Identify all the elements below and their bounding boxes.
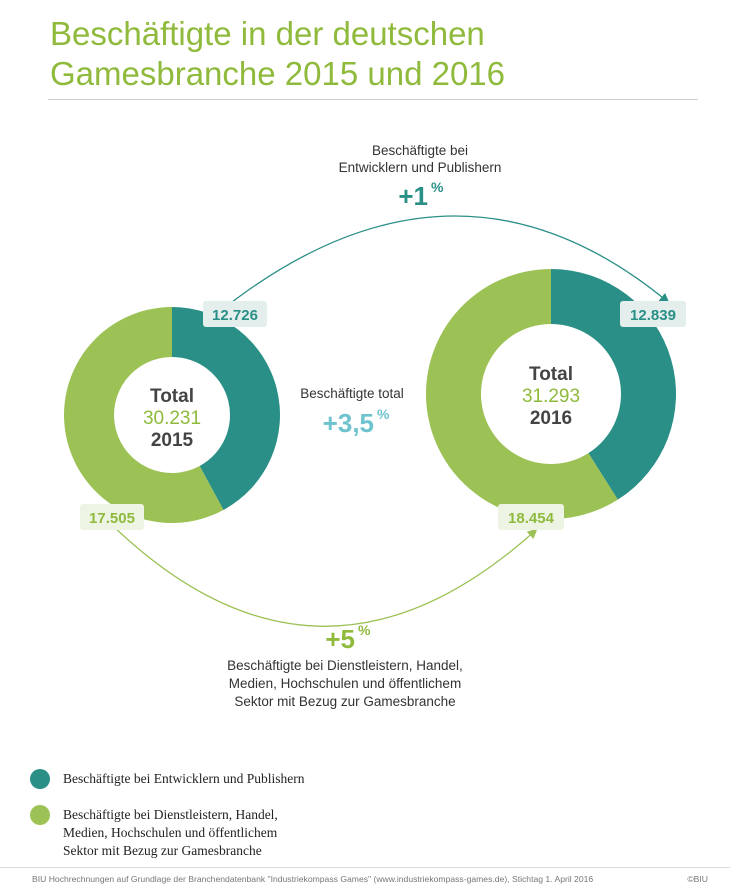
label-box-2016-services (498, 504, 564, 530)
center-total-2015: 30.231 (143, 408, 201, 429)
arrow-services-growth (111, 524, 538, 627)
center-label-2016: Total (529, 364, 573, 385)
change-services: +5 (325, 624, 355, 654)
center-total-2016: 31.293 (522, 386, 580, 407)
legend-label-services-line-3: Sektor mit Bezug zur Gamesbranche (63, 843, 262, 858)
label-box-2015-developers (203, 301, 267, 327)
annotation-middle-line-1: Beschäftigte total (300, 386, 404, 401)
annotation-top-line-1: Beschäftigte bei (372, 143, 468, 158)
change-developers-unit: % (431, 179, 444, 195)
chart-title-line-2: Gamesbranche 2015 und 2016 (50, 55, 506, 92)
center-year-2015: 2015 (151, 430, 194, 451)
annotation-top-line-2: Entwicklern und Publishern (339, 160, 502, 175)
slice-label-2016-developers: 12.839 (630, 307, 676, 324)
donut-slice-2015-services (63, 307, 224, 523)
label-box-2016-developers (620, 301, 686, 327)
center-year-2016: 2016 (530, 408, 572, 429)
legend-item-developers: Beschäftigte bei Entwicklern und Publish… (30, 769, 690, 789)
legend-label-services-line-2: Medien, Hochschulen und öffentlichem (63, 825, 278, 840)
footer-copyright: ©BIU (687, 874, 708, 884)
footer-divider (0, 867, 730, 868)
arrow-developers-growth (231, 215, 670, 304)
legend-swatch-developers (30, 769, 50, 789)
donut-slice-2015-developers (172, 307, 280, 510)
donut-2015 (63, 307, 280, 523)
change-services-unit: % (358, 622, 371, 638)
label-box-2015-services (80, 504, 144, 530)
center-label-2015: Total (150, 386, 194, 407)
top-divider (48, 99, 698, 100)
legend-swatch-services (30, 805, 50, 825)
footer-source: BIU Hochrechnungen auf Grundlage der Bra… (32, 874, 594, 884)
slice-label-2015-developers: 12.726 (212, 307, 258, 324)
legend-label-services-line-1: Beschäftigte bei Dienstleistern, Handel, (63, 807, 278, 822)
change-total-unit: % (377, 406, 390, 422)
chart-title: Beschäftigte in der deutschen Gamesbranc… (50, 14, 690, 94)
annotation-bottom-line-2: Medien, Hochschulen und öffentlichem (229, 676, 461, 691)
slice-label-2016-services: 18.454 (508, 510, 555, 527)
annotation-bottom-line-3: Sektor mit Bezug zur Gamesbranche (234, 694, 455, 709)
legend-label-developers: Beschäftigte bei Entwicklern und Publish… (63, 771, 305, 786)
chart-title-line-1: Beschäftigte in der deutschen (50, 15, 485, 52)
legend: Beschäftigte bei Entwicklern und Publish… (30, 769, 690, 860)
donut-chart-area: Total 30.231 2015 Total 31.293 2016 12.7… (63, 143, 686, 709)
annotation-bottom-line-1: Beschäftigte bei Dienstleistern, Handel, (227, 658, 463, 673)
slice-label-2015-services: 17.505 (89, 510, 135, 527)
change-developers: +1 (398, 181, 428, 211)
legend-item-services: Beschäftigte bei Dienstleistern, Handel,… (30, 805, 690, 860)
change-total: +3,5 (323, 408, 374, 438)
donut-slice-2016-services (426, 269, 618, 519)
